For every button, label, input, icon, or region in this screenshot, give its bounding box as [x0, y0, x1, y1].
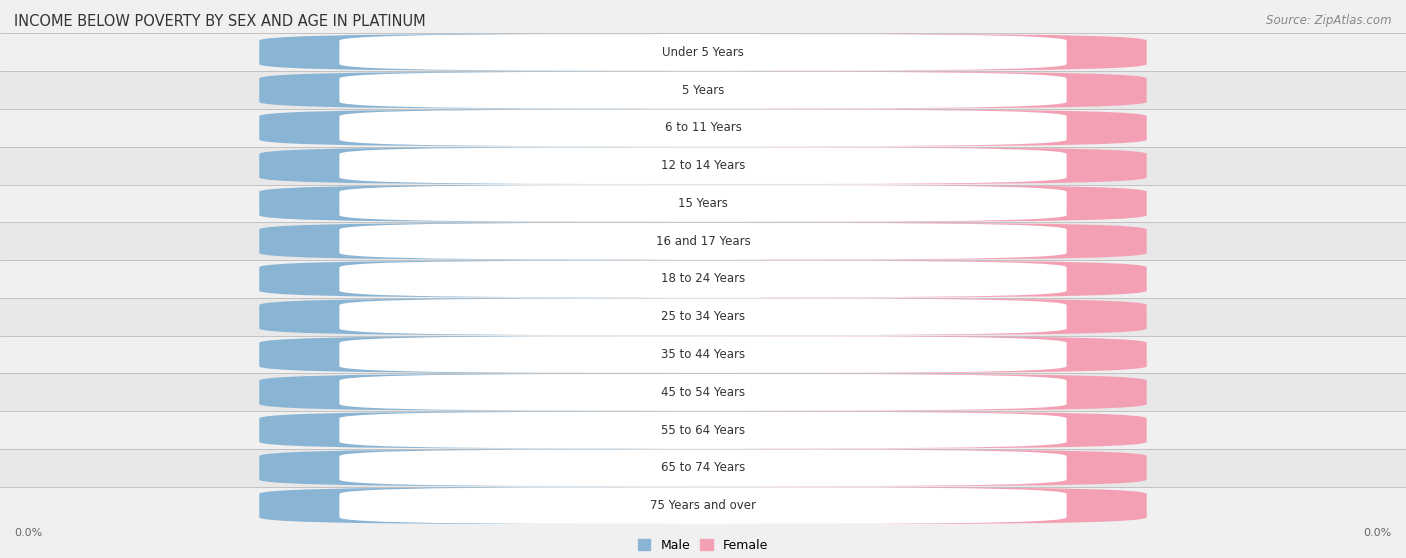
- Text: 0.0%: 0.0%: [526, 387, 554, 397]
- Text: 0.0%: 0.0%: [526, 236, 554, 246]
- Text: 35 to 44 Years: 35 to 44 Years: [661, 348, 745, 361]
- Text: 0.0%: 0.0%: [526, 349, 554, 359]
- Bar: [0, 487, 1406, 525]
- Text: 0.0%: 0.0%: [526, 501, 554, 511]
- FancyBboxPatch shape: [259, 223, 821, 259]
- FancyBboxPatch shape: [585, 450, 1147, 486]
- Text: 0.0%: 0.0%: [852, 47, 880, 57]
- Text: 0.0%: 0.0%: [852, 463, 880, 473]
- Bar: [0, 260, 1406, 298]
- Bar: [0, 373, 1406, 411]
- FancyBboxPatch shape: [259, 299, 821, 335]
- FancyBboxPatch shape: [339, 147, 1067, 184]
- Bar: [0, 71, 1406, 109]
- Text: 0.0%: 0.0%: [852, 236, 880, 246]
- FancyBboxPatch shape: [585, 261, 1147, 297]
- FancyBboxPatch shape: [339, 185, 1067, 222]
- Text: 0.0%: 0.0%: [526, 199, 554, 209]
- Text: 45 to 54 Years: 45 to 54 Years: [661, 386, 745, 399]
- Text: 0.0%: 0.0%: [526, 85, 554, 95]
- FancyBboxPatch shape: [585, 487, 1147, 524]
- FancyBboxPatch shape: [259, 261, 821, 297]
- FancyBboxPatch shape: [259, 72, 821, 108]
- FancyBboxPatch shape: [339, 336, 1067, 373]
- Text: 0.0%: 0.0%: [852, 123, 880, 133]
- FancyBboxPatch shape: [339, 412, 1067, 449]
- Text: 16 and 17 Years: 16 and 17 Years: [655, 235, 751, 248]
- Bar: [0, 222, 1406, 260]
- Text: 0.0%: 0.0%: [526, 47, 554, 57]
- FancyBboxPatch shape: [585, 299, 1147, 335]
- Text: 0.0%: 0.0%: [852, 349, 880, 359]
- Text: INCOME BELOW POVERTY BY SEX AND AGE IN PLATINUM: INCOME BELOW POVERTY BY SEX AND AGE IN P…: [14, 14, 426, 29]
- FancyBboxPatch shape: [259, 336, 821, 373]
- Bar: [0, 449, 1406, 487]
- FancyBboxPatch shape: [259, 412, 821, 449]
- Text: 0.0%: 0.0%: [526, 274, 554, 284]
- Text: Under 5 Years: Under 5 Years: [662, 46, 744, 59]
- FancyBboxPatch shape: [585, 185, 1147, 222]
- FancyBboxPatch shape: [339, 109, 1067, 146]
- Text: 75 Years and over: 75 Years and over: [650, 499, 756, 512]
- Text: 0.0%: 0.0%: [526, 123, 554, 133]
- FancyBboxPatch shape: [585, 147, 1147, 184]
- Bar: [0, 336, 1406, 373]
- FancyBboxPatch shape: [339, 450, 1067, 486]
- Text: 5 Years: 5 Years: [682, 84, 724, 97]
- Bar: [0, 147, 1406, 185]
- FancyBboxPatch shape: [339, 72, 1067, 108]
- Text: 6 to 11 Years: 6 to 11 Years: [665, 122, 741, 134]
- Text: 0.0%: 0.0%: [852, 199, 880, 209]
- FancyBboxPatch shape: [259, 109, 821, 146]
- FancyBboxPatch shape: [259, 487, 821, 524]
- FancyBboxPatch shape: [259, 185, 821, 222]
- Text: 0.0%: 0.0%: [526, 425, 554, 435]
- Bar: [0, 298, 1406, 336]
- FancyBboxPatch shape: [259, 374, 821, 411]
- FancyBboxPatch shape: [339, 299, 1067, 335]
- FancyBboxPatch shape: [585, 109, 1147, 146]
- Text: 0.0%: 0.0%: [852, 387, 880, 397]
- FancyBboxPatch shape: [259, 450, 821, 486]
- Bar: [0, 185, 1406, 222]
- Text: Source: ZipAtlas.com: Source: ZipAtlas.com: [1267, 14, 1392, 27]
- FancyBboxPatch shape: [259, 147, 821, 184]
- Text: 0.0%: 0.0%: [526, 463, 554, 473]
- FancyBboxPatch shape: [585, 34, 1147, 71]
- Text: 12 to 14 Years: 12 to 14 Years: [661, 159, 745, 172]
- FancyBboxPatch shape: [339, 34, 1067, 71]
- Text: 0.0%: 0.0%: [526, 161, 554, 171]
- FancyBboxPatch shape: [585, 374, 1147, 411]
- FancyBboxPatch shape: [339, 261, 1067, 297]
- FancyBboxPatch shape: [339, 487, 1067, 524]
- Text: 0.0%: 0.0%: [852, 85, 880, 95]
- FancyBboxPatch shape: [585, 223, 1147, 259]
- Text: 0.0%: 0.0%: [852, 501, 880, 511]
- FancyBboxPatch shape: [339, 374, 1067, 411]
- Text: 0.0%: 0.0%: [852, 312, 880, 322]
- FancyBboxPatch shape: [339, 223, 1067, 259]
- FancyBboxPatch shape: [259, 34, 821, 71]
- Text: 0.0%: 0.0%: [526, 312, 554, 322]
- Bar: [0, 411, 1406, 449]
- Text: 0.0%: 0.0%: [852, 425, 880, 435]
- Text: 0.0%: 0.0%: [852, 161, 880, 171]
- FancyBboxPatch shape: [585, 336, 1147, 373]
- Bar: [0, 109, 1406, 147]
- Text: 15 Years: 15 Years: [678, 197, 728, 210]
- Legend: Male, Female: Male, Female: [638, 539, 768, 552]
- Text: 0.0%: 0.0%: [1364, 528, 1392, 538]
- Text: 18 to 24 Years: 18 to 24 Years: [661, 272, 745, 286]
- Text: 65 to 74 Years: 65 to 74 Years: [661, 461, 745, 474]
- FancyBboxPatch shape: [585, 412, 1147, 449]
- FancyBboxPatch shape: [585, 72, 1147, 108]
- Text: 25 to 34 Years: 25 to 34 Years: [661, 310, 745, 323]
- Text: 0.0%: 0.0%: [852, 274, 880, 284]
- Text: 0.0%: 0.0%: [14, 528, 42, 538]
- Text: 55 to 64 Years: 55 to 64 Years: [661, 424, 745, 436]
- Bar: [0, 33, 1406, 71]
